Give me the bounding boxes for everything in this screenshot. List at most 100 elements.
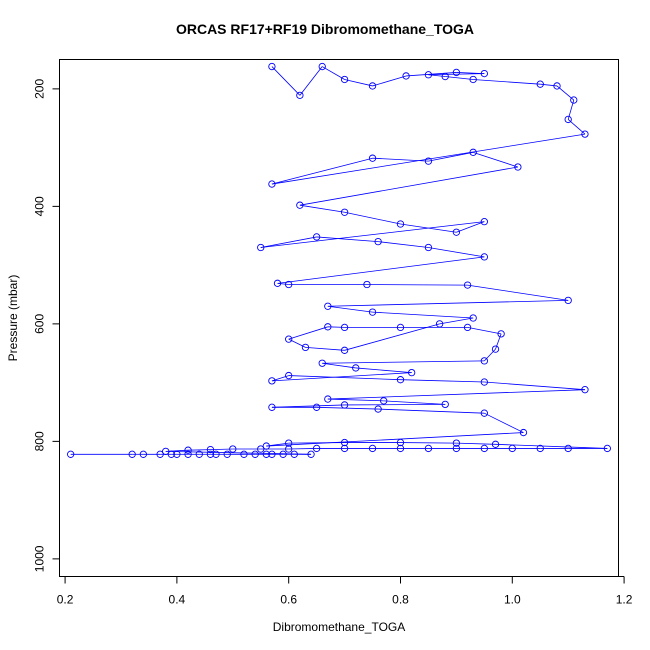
data-point xyxy=(480,253,488,261)
series-segment xyxy=(271,133,586,185)
data-point xyxy=(408,368,416,377)
series-points xyxy=(67,62,611,458)
data-point xyxy=(318,62,326,71)
plot-frame xyxy=(59,59,619,577)
data-point xyxy=(285,335,293,343)
data-point xyxy=(257,243,265,252)
series-segment xyxy=(495,333,502,350)
data-point xyxy=(480,217,488,226)
series-segment xyxy=(372,75,407,87)
data-point xyxy=(480,69,488,78)
series-segment xyxy=(467,284,569,301)
series-segment xyxy=(484,381,585,391)
y-tick-label: 200 xyxy=(33,79,47,99)
data-point xyxy=(285,371,293,380)
data-point xyxy=(368,444,377,453)
series-segment xyxy=(495,443,608,449)
data-point xyxy=(402,72,410,80)
data-point xyxy=(273,279,282,287)
data-point xyxy=(469,75,477,84)
data-point xyxy=(212,450,220,458)
data-point xyxy=(285,439,293,447)
series-segment xyxy=(299,166,518,206)
data-point xyxy=(268,180,276,188)
data-point xyxy=(514,163,522,171)
data-point xyxy=(340,75,349,84)
series-segment xyxy=(277,256,485,284)
chart-title: ORCAS RF17+RF19 Dibromomethane_TOGA xyxy=(175,21,475,37)
data-point xyxy=(452,68,461,77)
data-point xyxy=(268,403,276,411)
x-axis: 0.2 0.4 0.6 0.8 1.0 1.2 xyxy=(57,576,633,607)
series-segment xyxy=(484,412,524,433)
data-point xyxy=(296,201,304,209)
data-point xyxy=(396,376,405,384)
data-point xyxy=(262,450,270,458)
series-segment xyxy=(327,305,373,313)
series-segment xyxy=(344,211,401,225)
series-segment xyxy=(439,317,474,325)
series-segment xyxy=(383,400,446,405)
data-point xyxy=(363,280,371,289)
data-point xyxy=(491,440,500,448)
data-point xyxy=(340,323,349,332)
series-segment xyxy=(355,367,412,374)
series-segment xyxy=(316,236,379,243)
y-tick-label: 800 xyxy=(33,431,47,451)
series-segment xyxy=(400,442,457,444)
data-point xyxy=(469,148,477,156)
data-point xyxy=(480,444,488,453)
series-segment xyxy=(400,379,485,383)
data-point xyxy=(536,444,544,453)
data-point xyxy=(229,445,237,453)
data-point xyxy=(396,323,405,332)
data-point xyxy=(312,403,321,411)
data-point xyxy=(452,444,461,453)
data-point xyxy=(240,450,248,458)
series-segment xyxy=(456,221,485,233)
data-point xyxy=(340,208,349,216)
series-segment xyxy=(327,326,345,328)
data-point xyxy=(206,450,215,458)
data-point xyxy=(452,228,461,236)
data-point xyxy=(368,82,377,90)
data-point xyxy=(424,157,433,165)
series-segment xyxy=(473,151,519,168)
series-segment xyxy=(288,448,317,450)
series-segment xyxy=(299,66,323,96)
data-point xyxy=(307,450,315,458)
data-point xyxy=(285,280,293,289)
data-point xyxy=(452,439,461,447)
series-segment xyxy=(467,327,502,335)
data-point xyxy=(508,444,516,453)
x-tick-label: 0.4 xyxy=(169,593,186,607)
data-point xyxy=(396,444,405,453)
data-point xyxy=(480,357,488,365)
series-segment xyxy=(445,76,474,80)
y-tick-label: 600 xyxy=(33,314,47,334)
series-segment xyxy=(277,282,289,285)
data-point xyxy=(564,444,572,453)
y-tick-label: 400 xyxy=(33,196,47,216)
data-point xyxy=(223,450,231,458)
series-lines xyxy=(70,66,608,455)
series-segment xyxy=(366,284,468,286)
series-segment xyxy=(271,404,345,408)
x-axis-label: Dibromomethane_TOGA xyxy=(272,620,406,634)
data-point xyxy=(67,450,75,458)
series-segment xyxy=(260,221,485,248)
series-segment xyxy=(428,151,474,162)
series-segment xyxy=(305,346,345,351)
series-segment xyxy=(327,398,384,402)
series-segment xyxy=(473,79,541,85)
series-segment xyxy=(271,66,301,96)
data-point xyxy=(497,330,505,338)
data-point xyxy=(340,444,349,453)
data-point xyxy=(324,395,332,403)
series-segment xyxy=(456,72,485,74)
data-point xyxy=(564,115,572,124)
series-segment xyxy=(372,311,474,319)
data-point xyxy=(340,438,349,447)
data-point xyxy=(581,130,589,138)
data-point xyxy=(564,296,572,305)
